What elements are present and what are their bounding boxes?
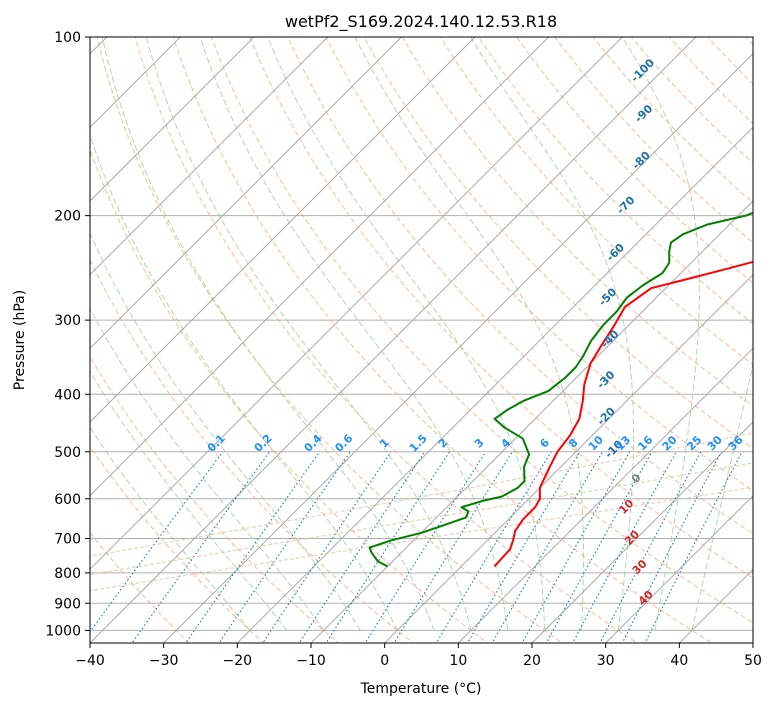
- isotherm-line: [383, 273, 753, 643]
- dry-adiabat-line: [90, 445, 265, 643]
- lcl-curve: [90, 462, 753, 576]
- moist-adiabat-line: [267, 37, 546, 631]
- dry-adiabat-line: [90, 531, 190, 643]
- pressure-gridlines: [90, 37, 753, 631]
- isotherm-line: [236, 126, 753, 643]
- x-tick-label: −40: [75, 653, 105, 669]
- mixing-ratio-line: [466, 451, 581, 643]
- chart-title: wetPf2_S169.2024.140.12.53.R18: [285, 12, 557, 32]
- dry-adiabat-line: [363, 37, 753, 449]
- plot-background: [90, 37, 753, 643]
- dry-adiabat-line: [668, 37, 753, 125]
- mixing-ratio-line: [185, 451, 321, 643]
- y-tick-label: 200: [54, 209, 81, 225]
- x-tick-label: −10: [296, 653, 326, 669]
- x-tick-label: 40: [670, 653, 688, 669]
- x-tick-label: 0: [380, 653, 389, 669]
- moist-adiabat-line: [90, 426, 251, 631]
- mixing-ratio-line: [218, 451, 351, 643]
- x-axis-label: Temperature (°C): [360, 681, 482, 697]
- moist-adiabat-line: [101, 37, 435, 631]
- mixing-ratio-line: [491, 451, 603, 643]
- isotherm-line: [604, 494, 753, 643]
- mixing-ratio-lines: [90, 451, 743, 643]
- moist-adiabat-line: [90, 370, 288, 631]
- isotherm-line: [90, 37, 550, 497]
- x-tick-label: 30: [597, 653, 615, 669]
- dry-adiabat-line: [249, 37, 753, 579]
- y-tick-label: 100: [54, 30, 81, 46]
- dry-adiabat-line: [134, 37, 638, 643]
- moist-adiabat-line: [199, 37, 509, 631]
- mixing-ratio-line: [131, 451, 271, 643]
- y-tick-label: 900: [54, 596, 81, 612]
- x-tick-label: −20: [223, 653, 253, 669]
- moist-adiabat-line: [691, 361, 753, 631]
- dry-adiabat-line: [592, 37, 753, 204]
- x-tick-label: 10: [449, 653, 467, 669]
- x-tick-label: 50: [744, 653, 762, 669]
- mixing-ratio-line: [545, 451, 653, 643]
- moist-adiabat-line: [90, 231, 361, 631]
- profile-series: [368, 211, 753, 568]
- dry-adiabat-line: [554, 37, 753, 244]
- y-tick-label: 400: [54, 387, 81, 403]
- isotherm-line: [162, 52, 753, 643]
- isotherm-line: [90, 37, 255, 202]
- y-tick-label: 300: [54, 313, 81, 329]
- y-axis-label: Pressure (hPa): [12, 290, 28, 390]
- moist-adiabat-line: [354, 37, 585, 631]
- mixing-ratio-line: [521, 451, 631, 643]
- moist-adiabat-line: [90, 133, 398, 631]
- lcl-curves: [90, 432, 753, 592]
- dry-adiabat-line: [210, 37, 753, 624]
- dry-adiabat-line: [287, 37, 753, 535]
- temperature-profile-line: [493, 260, 753, 568]
- x-tick-label: 20: [523, 653, 541, 669]
- dry-adiabat-line: [478, 37, 753, 325]
- moist-adiabat-line: [470, 37, 635, 631]
- y-tick-label: 800: [54, 566, 81, 582]
- moist-adiabats: [90, 37, 753, 631]
- isotherm-line: [90, 37, 476, 423]
- mixing-ratio-line: [325, 451, 451, 643]
- x-tick-label: −30: [149, 653, 179, 669]
- dry-adiabat-line: [172, 37, 713, 643]
- mixing-ratio-line: [262, 451, 392, 643]
- isotherm-line: [531, 421, 753, 643]
- isotherm-line: [310, 200, 753, 643]
- y-axis-ticks: 100 200 300 400 500 600 700 800 900 1000: [45, 30, 90, 639]
- dry-adiabat-line: [401, 37, 753, 407]
- y-tick-label: 1000: [45, 623, 81, 639]
- moist-adiabat-line: [621, 37, 700, 631]
- isotherm-line: [90, 37, 182, 129]
- y-tick-label: 600: [54, 492, 81, 508]
- mixing-ratio-line: [644, 451, 743, 643]
- mixing-ratio-line: [435, 451, 552, 643]
- x-axis-ticks: −40 −30 −20 −10 0 10 20 30 40 50: [75, 643, 762, 669]
- isotherm-line: [457, 347, 753, 643]
- mixing-ratio-line: [572, 451, 677, 643]
- isotherm-line: [90, 37, 697, 643]
- dewpoint-profile-line: [368, 211, 753, 568]
- isotherm-line: [90, 37, 624, 571]
- y-tick-label: 500: [54, 445, 81, 461]
- isotherm-line: [90, 37, 403, 350]
- isotherms: [90, 37, 753, 643]
- dry-adiabat-line: [96, 37, 564, 643]
- mixing-ratio-line: [298, 451, 426, 643]
- isotherm-line: [90, 37, 329, 276]
- y-tick-label: 700: [54, 532, 81, 548]
- plot-frame: [89, 36, 754, 644]
